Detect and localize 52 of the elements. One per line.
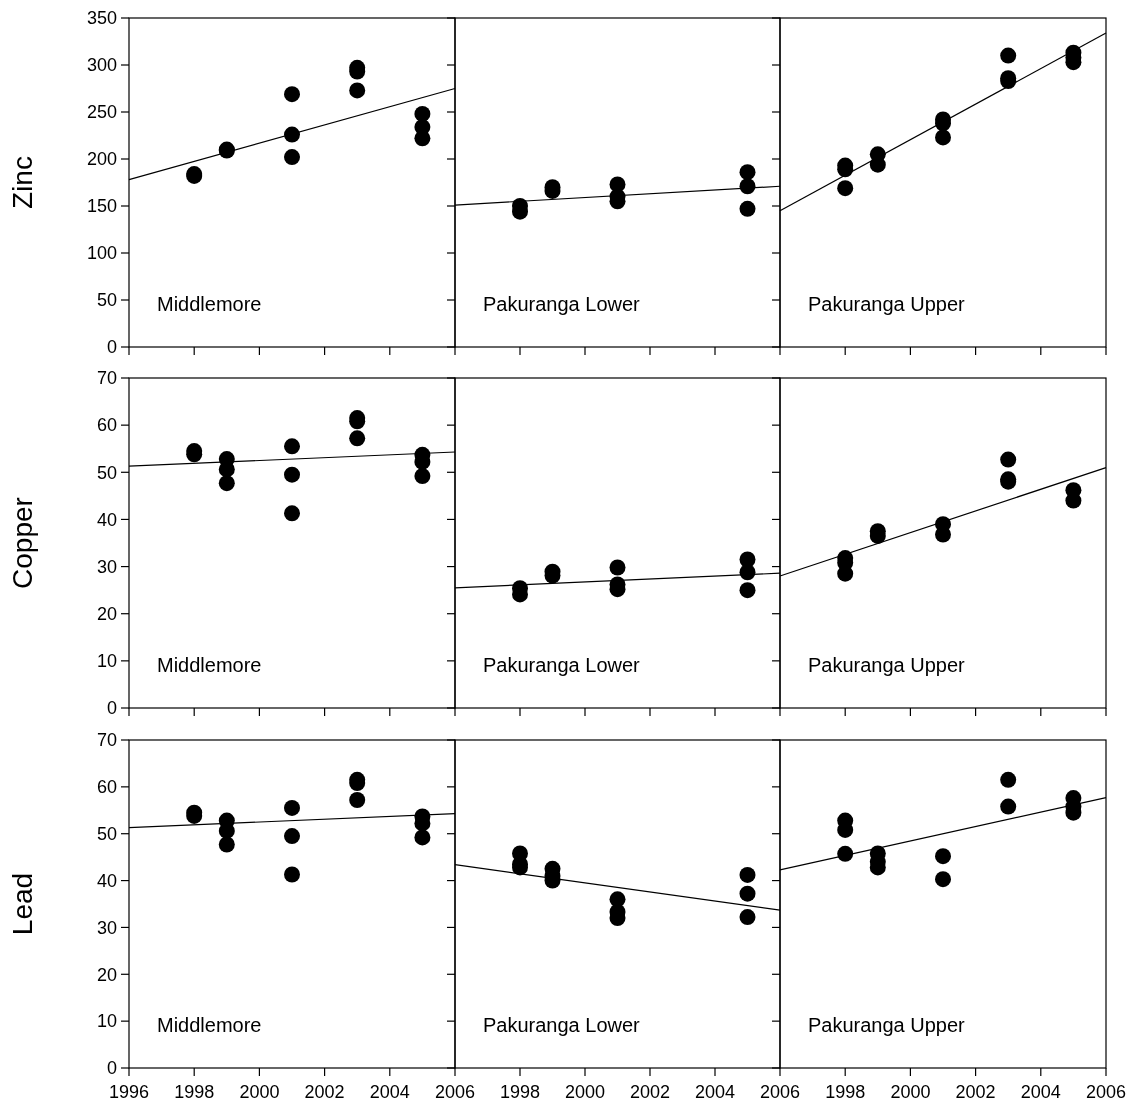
y-tick-label: 20 <box>96 964 117 985</box>
x-tick-label: 2004 <box>369 1082 410 1102</box>
y-axis-title: Zinc <box>7 156 38 209</box>
y-tick-label: 0 <box>106 698 117 719</box>
y-axis-title: Copper <box>7 497 38 589</box>
x-tick-label: 2004 <box>1020 1082 1061 1102</box>
y-tick-label: 40 <box>96 870 117 891</box>
y-tick-label: 350 <box>86 8 117 29</box>
y-tick-label: 100 <box>86 243 117 264</box>
y-tick-label: 10 <box>96 651 117 672</box>
x-tick-label: 2006 <box>759 1082 801 1102</box>
annotation: Pakuranga Lower <box>483 1014 641 1036</box>
y-tick-label: 60 <box>96 415 117 436</box>
y-tick-label: 150 <box>86 196 117 217</box>
annotation: Pakuranga Upper <box>808 654 966 676</box>
annotation: Pakuranga Lower <box>483 654 641 676</box>
x-tick-label: 2006 <box>434 1082 476 1102</box>
x-tick-label: 1998 <box>499 1082 541 1102</box>
y-tick-label: 300 <box>86 55 117 76</box>
x-tick-label: 2000 <box>890 1082 931 1102</box>
y-tick-label: 50 <box>96 290 117 311</box>
annotation: Pakuranga Upper <box>808 1014 966 1036</box>
y-tick-label: 50 <box>96 824 117 845</box>
y-tick-label: 250 <box>86 102 117 123</box>
y-axis-title: Lead <box>7 872 38 936</box>
annotation: Middlemore <box>157 293 262 315</box>
annotation: Middlemore <box>157 1014 262 1036</box>
x-tick-label: 2000 <box>239 1082 280 1102</box>
x-tick-label: 2000 <box>564 1082 606 1102</box>
y-tick-label: 30 <box>96 556 117 577</box>
x-tick-label: 2002 <box>304 1082 345 1102</box>
x-tick-label: 2006 <box>1085 1082 1127 1102</box>
x-tick-label: 2002 <box>629 1082 671 1102</box>
y-tick-label: 20 <box>96 604 117 625</box>
x-tick-label: 2004 <box>694 1082 736 1102</box>
y-tick-label: 40 <box>96 509 117 530</box>
annotation: Pakuranga Lower <box>483 293 641 315</box>
y-tick-label: 200 <box>86 149 117 170</box>
y-tick-label: 10 <box>96 1011 117 1032</box>
y-tick-label: 60 <box>96 777 117 798</box>
x-tick-label: 1998 <box>174 1082 215 1102</box>
y-tick-label: 30 <box>96 917 117 938</box>
x-tick-label: 1996 <box>108 1082 150 1102</box>
annotation: Pakuranga Upper <box>808 293 966 315</box>
annotation: Middlemore <box>157 654 262 676</box>
y-tick-label: 0 <box>106 337 117 358</box>
y-tick-label: 50 <box>96 462 117 483</box>
y-tick-label: 70 <box>96 368 117 389</box>
y-tick-label: 70 <box>96 730 117 751</box>
y-tick-label: 0 <box>106 1058 117 1079</box>
x-tick-label: 2002 <box>955 1082 996 1102</box>
x-tick-label: 1998 <box>825 1082 866 1102</box>
